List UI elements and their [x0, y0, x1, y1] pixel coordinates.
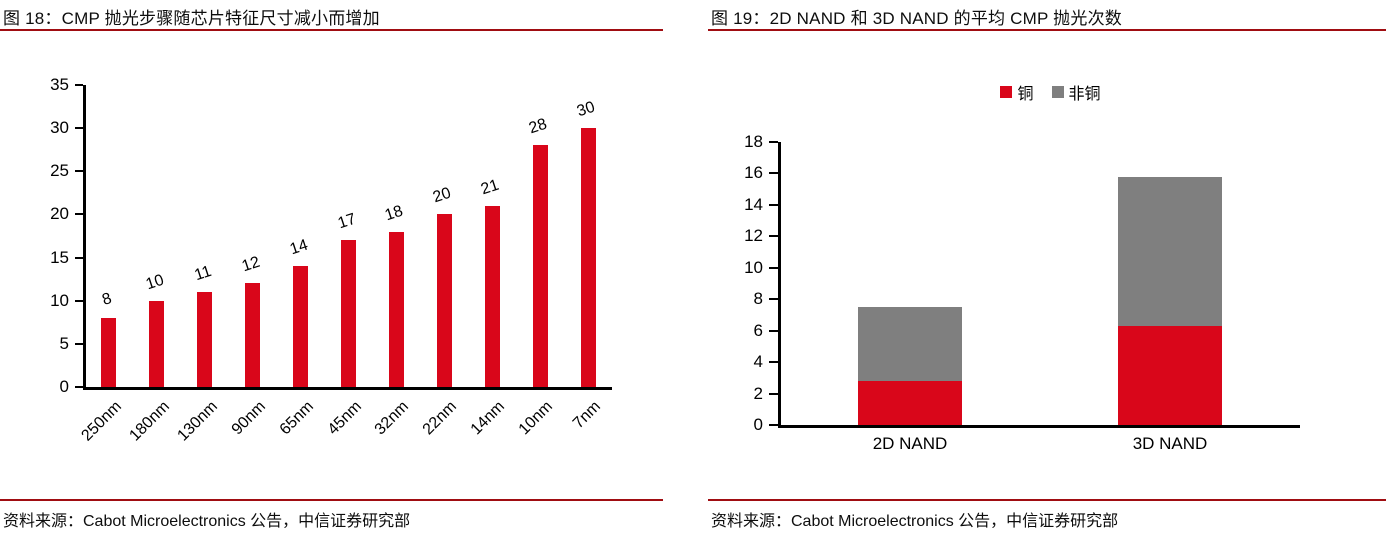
- y-tick-label: 15: [50, 247, 69, 267]
- y-tick-label: 25: [50, 161, 69, 181]
- figure-19-panel: 图 19：2D NAND 和 3D NAND 的平均 CMP 抛光次数 铜 非铜 0…: [708, 0, 1386, 536]
- legend-item: 铜: [1000, 80, 1034, 104]
- y-tick: [769, 141, 778, 143]
- y-tick-label: 30: [50, 118, 69, 138]
- figure-18-panel: 图 18：CMP 抛光步骤随芯片特征尺寸减小而增加 0 5 10 15 20 25 30 35…: [0, 0, 663, 536]
- y-tick-label: 12: [744, 226, 763, 246]
- y-tick: [75, 256, 83, 259]
- chart-legend: 铜 非铜: [738, 80, 1363, 104]
- cmp-steps-bar-chart: 0 5 10 15 20 25 30 35 8 250nm 10 180nm 11 130nm 12 90nm…: [40, 75, 648, 475]
- bar: [436, 214, 452, 387]
- y-tick-label: 6: [753, 320, 763, 340]
- y-tick: [75, 299, 83, 302]
- y-tick-label: 4: [753, 352, 763, 372]
- bar-value-label: 17: [335, 210, 358, 233]
- y-tick: [75, 170, 83, 173]
- figure-19-title: 图 19：2D NAND 和 3D NAND 的平均 CMP 抛光次数: [711, 9, 1122, 28]
- bar-value-label: 30: [574, 98, 598, 121]
- y-tick: [769, 329, 778, 332]
- y-tick-label: 16: [744, 163, 763, 183]
- figure-18-title: 图 18：CMP 抛光步骤随芯片特征尺寸减小而增加: [3, 9, 380, 28]
- figure-18-source: 资料来源：Cabot Microelectronics 公告，中信证券研究部: [3, 513, 411, 530]
- bar: [341, 240, 356, 387]
- y-tick-label: 10: [744, 257, 763, 277]
- y-tick: [75, 213, 83, 216]
- y-tick: [769, 424, 778, 426]
- y-tick-label: 5: [59, 333, 69, 353]
- bar: [580, 128, 596, 387]
- legend-item: 非铜: [1051, 80, 1101, 104]
- y-tick: [769, 266, 778, 269]
- y-tick-label: 2: [753, 383, 763, 403]
- y-tick-label: 14: [744, 194, 763, 214]
- bar: [149, 300, 165, 387]
- x-axis-line: [83, 387, 612, 390]
- bar-value-label: 12: [239, 254, 262, 276]
- y-tick: [769, 172, 778, 175]
- y-axis-line: [778, 142, 781, 427]
- bar-segment-non-copper: [1118, 176, 1222, 326]
- nand-cmp-stacked-bar-chart: 铜 非铜 0 2 4 6 8 10 12 14 16 18 2D NAND 3D NAND: [738, 75, 1363, 475]
- bar-value-label: 21: [479, 176, 502, 199]
- bar-value-label: 18: [383, 202, 406, 225]
- figure-19-title-rule: [708, 29, 1386, 31]
- y-tick-label: 0: [753, 415, 763, 434]
- y-tick: [75, 127, 83, 130]
- bar-value-label: 10: [143, 271, 166, 294]
- bar: [484, 205, 500, 387]
- bar-segment-non-copper: [858, 307, 962, 381]
- x-axis-line: [778, 425, 1300, 428]
- bar: [101, 317, 117, 387]
- y-tick: [769, 361, 778, 364]
- bar-value-label: 14: [287, 236, 310, 259]
- x-category-label: 3D NAND: [1132, 434, 1208, 453]
- y-tick: [75, 84, 83, 86]
- figure-18-source-rule: [0, 499, 663, 501]
- y-tick-label: 0: [59, 377, 69, 396]
- bar: [388, 231, 404, 387]
- figure-18-title-rule: [0, 29, 663, 31]
- y-tick: [769, 298, 778, 301]
- bar-segment-copper: [858, 380, 962, 425]
- bar: [532, 145, 548, 387]
- legend-swatch: [1051, 86, 1064, 98]
- y-axis-line: [83, 85, 86, 389]
- legend-label: 非铜: [1068, 86, 1101, 103]
- figure-19-source-rule: [708, 499, 1386, 501]
- y-tick-label: 35: [50, 75, 69, 94]
- bar-value-label: 8: [100, 290, 114, 309]
- y-tick-label: 10: [50, 290, 69, 310]
- x-category-label: 2D NAND: [872, 434, 948, 453]
- legend-swatch: [1000, 86, 1013, 98]
- y-tick: [769, 392, 778, 395]
- y-tick-label: 18: [744, 132, 763, 151]
- y-tick-label: 20: [50, 204, 69, 224]
- bar-value-label: 11: [192, 262, 214, 285]
- legend-label: 铜: [1017, 86, 1034, 103]
- y-tick: [75, 386, 83, 388]
- y-tick: [75, 342, 83, 345]
- bar: [245, 283, 261, 387]
- bar: [197, 292, 213, 387]
- y-tick: [769, 203, 778, 206]
- bar-value-label: 28: [527, 116, 550, 138]
- bar: [293, 266, 309, 387]
- figure-19-source: 资料来源：Cabot Microelectronics 公告，中信证券研究部: [711, 513, 1119, 530]
- y-tick-label: 8: [753, 289, 763, 309]
- y-tick: [769, 235, 778, 238]
- bar-segment-copper: [1118, 325, 1222, 425]
- bar-value-label: 20: [431, 185, 454, 207]
